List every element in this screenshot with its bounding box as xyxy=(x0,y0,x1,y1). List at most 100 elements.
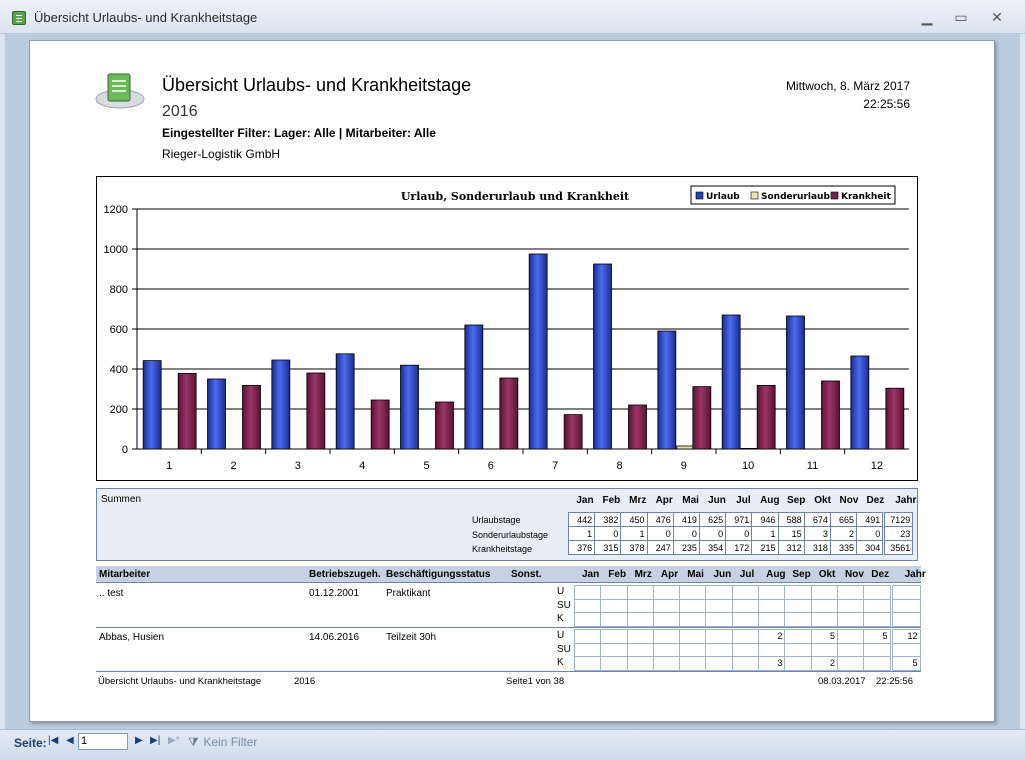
employee-day-cell xyxy=(784,612,812,627)
summary-cell: 450 xyxy=(620,512,648,527)
window-titlebar: Übersicht Urlaubs- und Krankheitstage ▁ … xyxy=(0,0,1025,34)
new-record-button[interactable]: ▶* xyxy=(168,735,180,746)
x-tick-label: 12 xyxy=(871,460,883,472)
detail-month-header: Jun xyxy=(713,569,732,580)
detail-month-header: Sep xyxy=(792,569,811,580)
y-tick-label: 200 xyxy=(110,404,128,416)
page-number-input[interactable]: 1 xyxy=(78,733,128,750)
employee-hired: 14.06.2016 xyxy=(309,632,360,643)
bar-urlaub xyxy=(400,364,419,450)
summary-row: 442 382 450 476 419 625 971 946 588 674 665 491 7129 xyxy=(567,512,914,527)
employee-day-cell xyxy=(705,585,733,600)
summary-cell: 215 xyxy=(751,540,779,555)
employee-day-cell xyxy=(705,656,733,671)
close-button[interactable]: ✕ xyxy=(991,9,1003,25)
y-tick-label: 600 xyxy=(110,324,128,336)
bar-krankheit xyxy=(370,399,390,450)
employee-day-cell xyxy=(810,598,838,613)
summary-total-cell: 23 xyxy=(884,526,914,541)
employee-day-cell xyxy=(810,642,838,657)
minimize-button[interactable]: ▁ xyxy=(921,9,933,25)
employee-day-cell xyxy=(705,629,733,644)
summary-row-label: Urlaubstage xyxy=(472,515,521,525)
legend-label: Krankheit xyxy=(841,192,891,202)
summary-cell: 419 xyxy=(672,512,700,527)
bar-krankheit xyxy=(242,384,261,450)
next-page-button[interactable]: ▶ xyxy=(135,735,143,746)
employee-name: .. test xyxy=(99,588,124,599)
footer-title: Übersicht Urlaubs- und Krankheitstage xyxy=(98,676,262,687)
x-tick-label: 2 xyxy=(230,460,236,472)
employee-day-cell xyxy=(758,642,786,657)
employee-day-cell xyxy=(626,629,654,644)
employee-day-cell xyxy=(758,598,786,613)
summary-cell: 172 xyxy=(725,540,753,555)
summary-month-header: Okt xyxy=(814,495,831,506)
employee-row-label: K xyxy=(557,613,564,624)
legend-swatch xyxy=(695,191,704,200)
summary-cell: 378 xyxy=(620,540,648,555)
employee-day-cell xyxy=(626,585,654,600)
page-label: Seite: xyxy=(14,736,47,750)
summary-cell: 971 xyxy=(725,512,753,527)
employee-day-cell xyxy=(705,642,733,657)
employee-day-cell xyxy=(679,629,707,644)
employee-day-cell: 2 xyxy=(810,656,838,671)
summary-cell: 1 xyxy=(620,526,648,541)
employee-day-cell xyxy=(679,612,707,627)
summary-month-header: Apr xyxy=(655,495,673,506)
summary-cell: 588 xyxy=(777,512,805,527)
summary-month-header: Jun xyxy=(708,495,726,506)
filter-button[interactable]: ⧩ Kein Filter xyxy=(188,735,257,750)
first-page-button[interactable]: |◀ xyxy=(48,735,59,746)
bar-urlaub xyxy=(142,360,162,450)
legend-label: Urlaub xyxy=(706,192,740,202)
employee-total-cell xyxy=(891,598,921,613)
employee-day-cell xyxy=(600,629,628,644)
x-tick-label: 4 xyxy=(359,460,365,472)
employee-day-cell xyxy=(836,598,865,613)
employee-day-cell xyxy=(784,585,812,600)
summary-cell: 0 xyxy=(594,526,622,541)
summary-month-header: Dez xyxy=(866,495,885,506)
chart-legend xyxy=(690,185,896,205)
detail-month-header: Apr xyxy=(660,569,679,580)
legend-swatch xyxy=(830,191,839,200)
employee-day-cell xyxy=(731,598,760,613)
employee-day-cell xyxy=(836,629,865,644)
column-header-hired: Betriebszugeh. xyxy=(309,569,381,580)
app-icon xyxy=(12,11,26,25)
employee-day-cell xyxy=(731,612,760,627)
summary-month-header: Jul xyxy=(736,495,751,506)
employee-day-cell xyxy=(573,629,602,644)
footer-date: 08.03.2017 xyxy=(818,676,866,687)
summary-cell: 382 xyxy=(594,512,622,527)
summary-row: 1 0 1 0 0 0 0 1 15 3 2 0 23 xyxy=(567,526,914,541)
last-page-button[interactable]: ▶| xyxy=(150,735,161,746)
bar-krankheit xyxy=(821,380,840,450)
summary-cell: 315 xyxy=(594,540,622,555)
summary-cell: 376 xyxy=(567,540,596,555)
summary-cell: 0 xyxy=(698,526,727,541)
employee-day-cell xyxy=(573,612,602,627)
bar-krankheit xyxy=(756,384,776,450)
footer-page: Seite1 von 38 xyxy=(506,676,565,687)
employee-day-cell xyxy=(705,598,733,613)
x-tick-label: 6 xyxy=(488,460,494,472)
detail-month-header: Feb xyxy=(608,569,627,580)
window-title: Übersicht Urlaubs- und Krankheitstage xyxy=(34,10,258,25)
summary-row: 376 315 378 247 235 354 172 215 312 318 335 304 3561 xyxy=(567,540,914,555)
summary-cell: 3 xyxy=(803,526,831,541)
summary-cell: 442 xyxy=(567,512,596,527)
employee-status: Praktikant xyxy=(386,588,431,599)
employee-day-cell xyxy=(758,585,786,600)
employee-row-label: U xyxy=(557,586,565,597)
summary-cell: 354 xyxy=(698,540,727,555)
employee-day-cell xyxy=(863,656,891,671)
bar-krankheit xyxy=(435,401,454,450)
maximize-button[interactable]: ▭ xyxy=(954,9,968,25)
prev-page-button[interactable]: ◀ xyxy=(66,735,74,746)
employee-day-cell xyxy=(679,656,707,671)
summary-cell: 0 xyxy=(725,526,753,541)
summary-total-cell: 3561 xyxy=(884,540,914,555)
